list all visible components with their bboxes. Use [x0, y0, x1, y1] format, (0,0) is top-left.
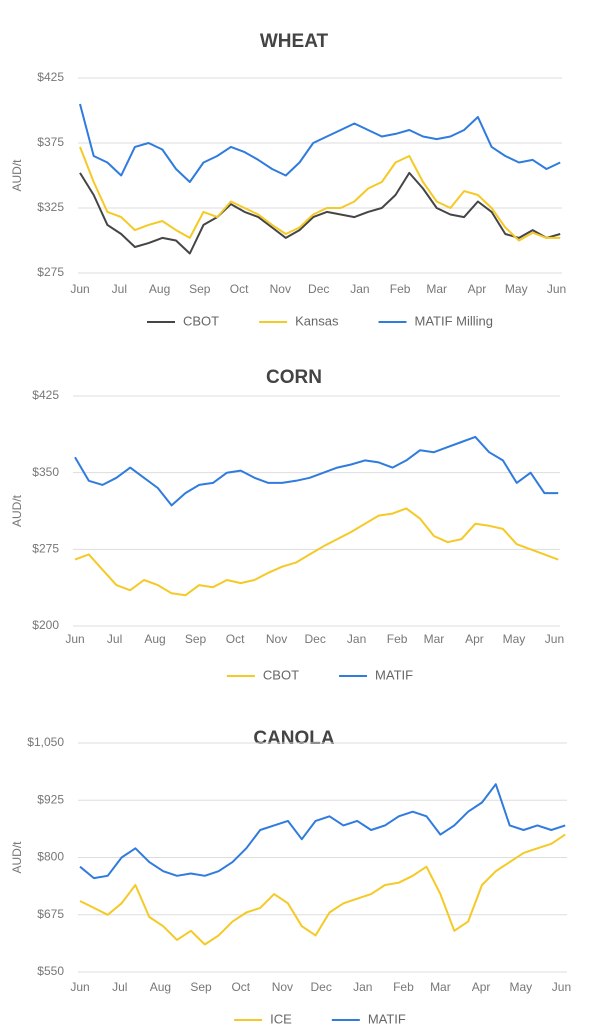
y-axis-label: AUD/t — [10, 159, 24, 192]
chart-title: CANOLA — [253, 728, 335, 749]
x-tick-label: Jun — [65, 632, 84, 646]
y-tick-label: $1,050 — [27, 735, 64, 749]
x-tick-label: Feb — [387, 632, 408, 646]
x-tick-label: Aug — [150, 980, 171, 994]
legend-label: MATIF — [368, 1011, 406, 1026]
y-tick-label: $425 — [32, 388, 59, 402]
legend-label: ICE — [270, 1011, 292, 1026]
y-tick-label: $425 — [37, 70, 64, 84]
series-line — [79, 103, 561, 183]
x-tick-label: Mar — [426, 282, 447, 296]
y-tick-label: $925 — [37, 792, 64, 806]
x-tick-label: Jul — [112, 282, 127, 296]
series-line — [79, 171, 561, 255]
x-tick-label: Sep — [185, 632, 207, 646]
x-tick-label: Nov — [272, 980, 293, 994]
x-tick-label: Mar — [424, 632, 445, 646]
x-tick-label: Nov — [266, 632, 287, 646]
x-tick-label: Sep — [189, 282, 211, 296]
x-tick-label: Jul — [107, 632, 122, 646]
y-tick-label: $800 — [37, 850, 64, 864]
legend-label: MATIF Milling — [415, 313, 493, 328]
legend-label: CBOT — [183, 313, 219, 328]
x-tick-label: Dec — [305, 632, 326, 646]
legend-label: MATIF — [375, 667, 413, 682]
series-line — [79, 833, 566, 946]
x-tick-label: Oct — [230, 282, 249, 296]
legend-label: Kansas — [295, 313, 339, 328]
x-tick-label: Jan — [350, 282, 369, 296]
x-tick-label: Dec — [311, 980, 332, 994]
y-tick-label: $350 — [32, 465, 59, 479]
x-tick-label: Mar — [430, 980, 451, 994]
y-tick-label: $550 — [37, 964, 64, 978]
y-axis-label: AUD/t — [10, 494, 24, 527]
y-tick-label: $375 — [37, 135, 64, 149]
y-tick-label: $325 — [37, 200, 64, 214]
x-tick-label: Jun — [552, 980, 571, 994]
x-tick-label: Feb — [393, 980, 414, 994]
x-tick-label: May — [509, 980, 532, 994]
x-tick-label: Dec — [308, 282, 329, 296]
x-tick-label: Sep — [190, 980, 212, 994]
x-tick-label: Apr — [468, 282, 487, 296]
x-tick-label: Jun — [70, 980, 89, 994]
chart-title: CORN — [266, 367, 322, 388]
x-tick-label: Apr — [472, 980, 491, 994]
series-line — [79, 146, 561, 242]
x-tick-label: Nov — [270, 282, 291, 296]
y-tick-label: $200 — [32, 618, 59, 632]
x-tick-label: Jun — [547, 282, 566, 296]
y-axis-label: AUD/t — [10, 841, 24, 874]
y-tick-label: $275 — [32, 542, 59, 556]
x-tick-label: Jun — [70, 282, 89, 296]
x-tick-label: Jun — [545, 632, 564, 646]
x-tick-label: Apr — [465, 632, 484, 646]
x-tick-label: May — [503, 632, 526, 646]
x-tick-label: Aug — [144, 632, 165, 646]
y-tick-label: $675 — [37, 907, 64, 921]
x-tick-label: Feb — [390, 282, 411, 296]
y-tick-label: $275 — [37, 265, 64, 279]
chart-title: WHEAT — [260, 31, 329, 52]
legend-label: CBOT — [263, 667, 299, 682]
x-tick-label: May — [505, 282, 528, 296]
x-tick-label: Jan — [353, 980, 372, 994]
series-line — [74, 435, 559, 507]
x-tick-label: Oct — [226, 632, 245, 646]
x-tick-label: Aug — [149, 282, 170, 296]
x-tick-label: Jan — [347, 632, 366, 646]
series-line — [74, 507, 559, 597]
series-line — [79, 783, 566, 880]
x-tick-label: Jul — [112, 980, 127, 994]
x-tick-label: Oct — [231, 980, 250, 994]
